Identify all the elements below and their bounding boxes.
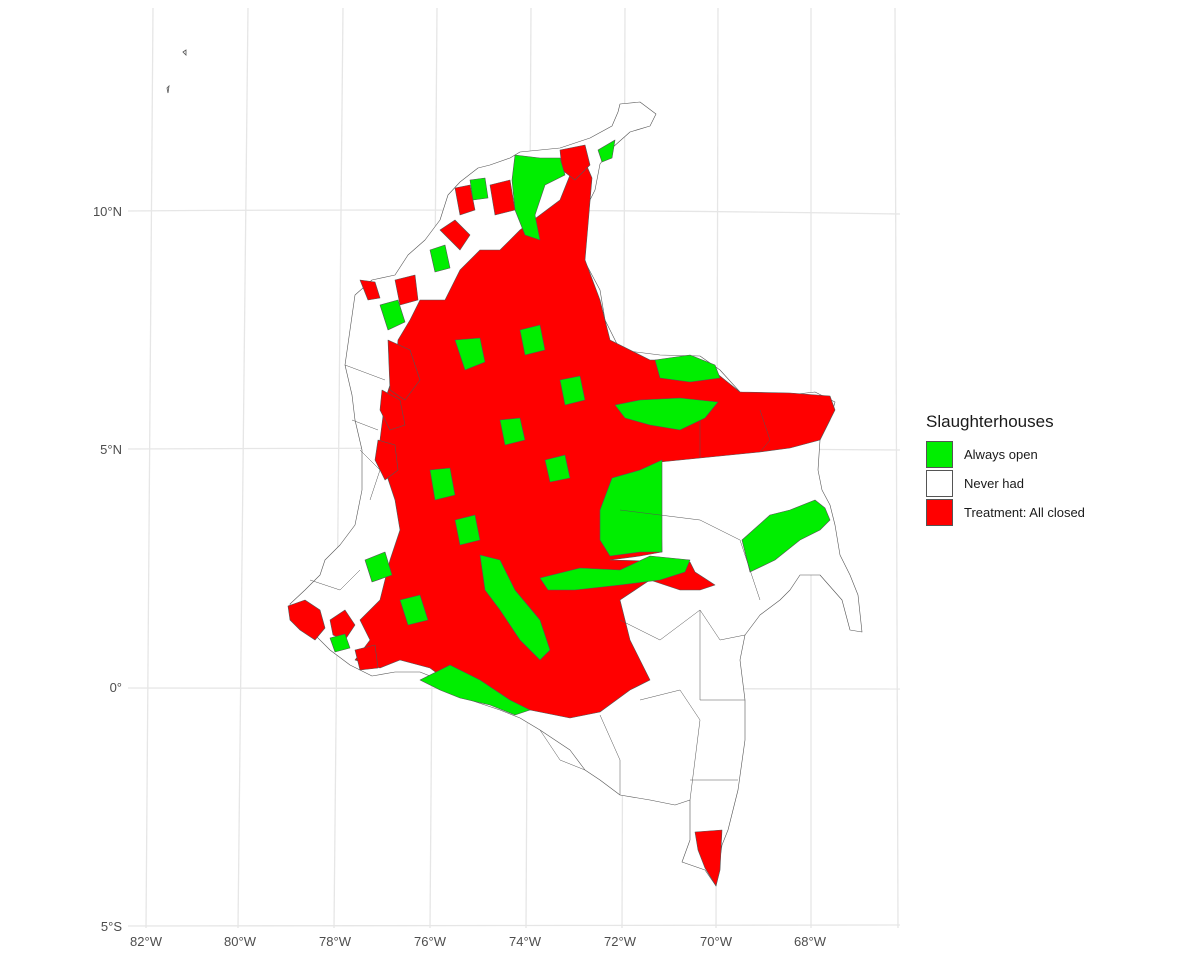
treatment-closed-regions: [287, 144, 836, 887]
lon-label-80w: 80°W: [224, 934, 257, 949]
legend-item-treatment-closed: Treatment: All closed: [926, 498, 1166, 527]
swatch-treatment-closed: [926, 499, 953, 526]
lat-label-5s: 5°S: [101, 919, 122, 934]
island-san-andres: [182, 49, 187, 56]
lon-label-70w: 70°W: [700, 934, 733, 949]
legend-label: Never had: [964, 476, 1024, 491]
lon-label-76w: 76°W: [414, 934, 447, 949]
swatch-never-had: [926, 470, 953, 497]
municipal-borders: [309, 364, 771, 801]
legend-item-never-had: Never had: [926, 469, 1166, 498]
lon-label-74w: 74°W: [509, 934, 542, 949]
lon-label-78w: 78°W: [319, 934, 352, 949]
island-providencia: [166, 84, 170, 94]
swatch-always-open: [926, 441, 953, 468]
longitude-labels: 82°W 80°W 78°W 76°W 74°W 72°W 70°W 68°W: [130, 934, 827, 949]
lon-label-82w: 82°W: [130, 934, 163, 949]
legend-item-always-open: Always open: [926, 440, 1166, 469]
islands: [166, 49, 187, 94]
always-open-regions: [329, 139, 831, 716]
lat-label-0: 0°: [110, 680, 122, 695]
legend-label: Treatment: All closed: [964, 505, 1085, 520]
lat-label-5n: 5°N: [100, 442, 122, 457]
legend-title: Slaughterhouses: [926, 412, 1054, 431]
latitude-labels: 10°N 5°N 0° 5°S: [93, 204, 122, 934]
legend-label: Always open: [964, 447, 1038, 462]
lat-label-10n: 10°N: [93, 204, 122, 219]
lon-label-72w: 72°W: [604, 934, 637, 949]
lon-label-68w: 68°W: [794, 934, 827, 949]
legend: Slaughterhouses Always open Never had Tr…: [926, 412, 1166, 527]
